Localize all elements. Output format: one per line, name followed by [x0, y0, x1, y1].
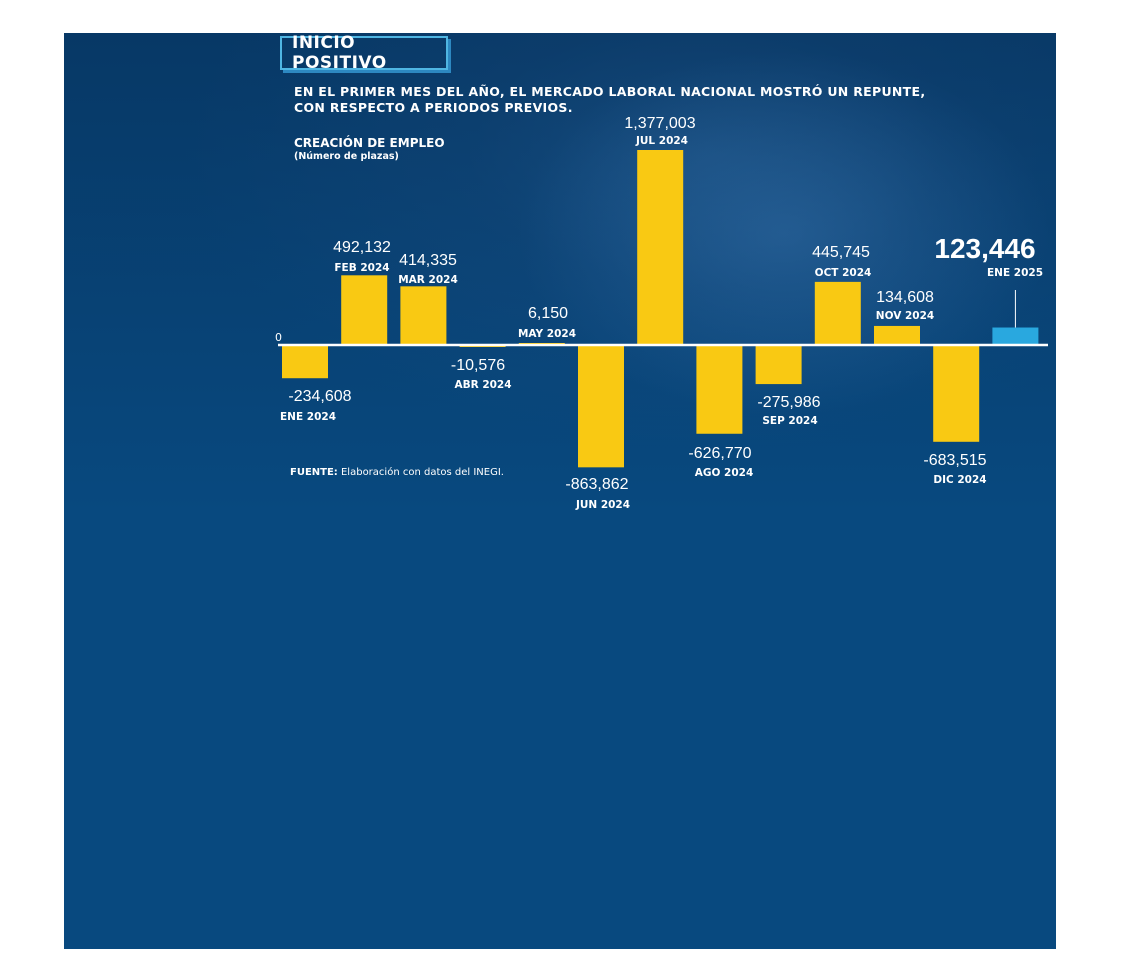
bar-ene-2024: [282, 345, 328, 379]
month-label: DIC 2024: [933, 474, 986, 486]
value-label: 414,335: [399, 252, 457, 269]
value-label: -234,608: [288, 388, 351, 405]
value-label: -10,576: [451, 357, 505, 374]
bar-oct-2024: [814, 281, 861, 345]
bar-jun-2024: [578, 345, 624, 468]
month-label: JUN 2024: [575, 499, 630, 511]
bar-dic-2024: [933, 345, 980, 442]
month-label: ENE 2024: [280, 411, 336, 423]
bar-ago-2024: [696, 345, 743, 434]
labels-group: -234,608 ENE 2024 492,132 FEB 2024 414,335 MA…: [280, 115, 1043, 511]
source-key: FUENTE:: [290, 467, 338, 478]
month-label: ENE 2025: [987, 267, 1043, 279]
bars-group: [282, 150, 1039, 468]
month-label: OCT 2024: [815, 267, 872, 279]
value-label: 445,745: [812, 244, 870, 261]
month-label: MAR 2024: [398, 274, 458, 286]
month-label: FEB 2024: [334, 262, 389, 274]
source-text: Elaboración con datos del INEGI.: [337, 467, 504, 478]
subtitle-line-1: EN EL PRIMER MES DEL AÑO, EL MERCADO LAB…: [294, 84, 926, 99]
measure-title: CREACIÓN DE EMPLEO: [294, 136, 445, 150]
bar-sep-2024: [755, 345, 802, 385]
source-note: FUENTE: Elaboración con datos del INEGI.: [290, 467, 504, 478]
month-label: ABR 2024: [454, 379, 511, 391]
value-label: 492,132: [333, 239, 391, 256]
month-label: MAY 2024: [518, 328, 576, 340]
value-label: 1,377,003: [624, 115, 695, 132]
zero-label: 0: [275, 331, 282, 344]
subtitle-line-2: CON RESPECTO A PERIODOS PREVIOS.: [294, 100, 573, 115]
month-label: JUL 2024: [635, 135, 688, 147]
value-label: -863,862: [565, 476, 628, 493]
chart-title: INICIO POSITIVO: [292, 33, 387, 73]
value-label: -683,515: [923, 452, 986, 469]
month-label: SEP 2024: [762, 415, 817, 427]
bar-jul-2024: [637, 150, 684, 345]
month-label: AGO 2024: [695, 467, 754, 479]
bar-nov-2024: [874, 325, 920, 345]
title-box: INICIO POSITIVO: [280, 33, 448, 73]
unit-note: (Número de plazas): [294, 151, 399, 162]
month-label: NOV 2024: [876, 310, 934, 322]
background-image: [64, 33, 1056, 513]
value-label: -626,770: [688, 445, 751, 462]
value-label: 6,150: [528, 305, 568, 322]
bar-feb-2024: [341, 275, 388, 345]
bar-ene-2025: [992, 327, 1039, 345]
value-label: 123,446: [934, 233, 1035, 264]
value-label: -275,986: [757, 394, 820, 411]
bar-mar-2024: [400, 286, 447, 345]
value-label: 134,608: [876, 289, 934, 306]
infographic-panel: [64, 33, 1056, 949]
